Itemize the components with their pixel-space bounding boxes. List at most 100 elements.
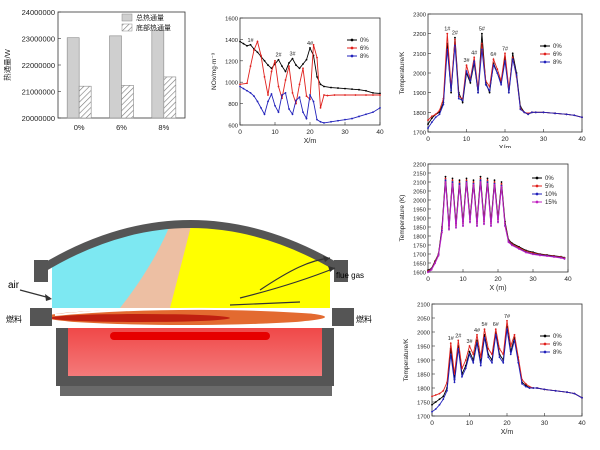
data-point bbox=[444, 181, 447, 183]
y-tick-label: 600 bbox=[228, 124, 238, 130]
y-tick-label: 1600 bbox=[413, 271, 426, 277]
series-line bbox=[239, 41, 381, 94]
legend-label: 6% bbox=[553, 342, 562, 348]
data-point bbox=[560, 257, 562, 259]
data-point bbox=[472, 183, 475, 186]
data-point bbox=[521, 382, 523, 385]
nox-line-chart: 0 10 20 30 40 600 800 1000 1200 1400 1600 X/m NOx/mg… bbox=[211, 17, 384, 146]
data-point bbox=[479, 179, 482, 182]
data-point bbox=[518, 248, 520, 250]
data-point bbox=[496, 72, 499, 74]
data-point bbox=[427, 119, 429, 122]
data-point bbox=[458, 184, 461, 187]
x-tick-label: 0 bbox=[430, 420, 434, 427]
data-point bbox=[246, 44, 248, 47]
y-axis-label: NOx/mg·m⁻³ bbox=[211, 52, 218, 90]
data-point bbox=[441, 231, 443, 234]
data-point bbox=[581, 396, 583, 399]
data-point bbox=[528, 387, 531, 389]
data-point bbox=[468, 345, 471, 347]
gas-arrow-head-2 bbox=[328, 266, 335, 272]
fuel-label-right: 燃料 bbox=[356, 314, 372, 324]
data-point bbox=[444, 177, 447, 180]
y-tick-label: 2050 bbox=[413, 190, 426, 196]
data-point bbox=[491, 361, 493, 364]
data-point bbox=[454, 44, 456, 47]
data-point bbox=[458, 181, 461, 183]
legend-marker bbox=[543, 60, 547, 64]
legend-label: 15% bbox=[545, 200, 558, 206]
data-point bbox=[444, 175, 447, 178]
data-point bbox=[465, 177, 468, 180]
legend-label: 底部热通量 bbox=[136, 23, 171, 32]
data-point bbox=[513, 339, 516, 342]
temperature-bottom-line-chart: 0 10 20 30 40 1700 1750 1800 1850 1900 1950 2000 205… bbox=[403, 303, 586, 437]
x-tick-label: 40 bbox=[376, 129, 384, 136]
peak-annotation: 2# bbox=[452, 31, 459, 37]
data-point bbox=[333, 94, 336, 96]
bar bbox=[109, 35, 122, 119]
data-point bbox=[543, 388, 546, 391]
data-point bbox=[302, 63, 304, 65]
y-tick-label: 1850 bbox=[413, 226, 426, 232]
data-point bbox=[509, 353, 512, 356]
temperature-top-line-chart: 0 10 20 30 40 1700 1800 1900 2000 2100 2200 2300 X/m… bbox=[399, 13, 586, 149]
data-point bbox=[546, 255, 548, 258]
y-tick-label: 1900 bbox=[413, 91, 426, 97]
data-point bbox=[461, 375, 463, 378]
peak-annotation: 3# bbox=[463, 58, 470, 64]
data-point bbox=[483, 328, 486, 331]
x-tick-label: 30 bbox=[540, 136, 548, 143]
data-point bbox=[500, 83, 503, 86]
data-point bbox=[461, 99, 464, 102]
bar bbox=[151, 29, 165, 119]
x-tick-label: 40 bbox=[564, 276, 572, 283]
data-point bbox=[434, 394, 437, 396]
data-point bbox=[288, 62, 290, 64]
data-point bbox=[491, 353, 493, 356]
data-point bbox=[487, 356, 490, 359]
data-point bbox=[500, 181, 503, 183]
data-point bbox=[291, 113, 294, 116]
x-tick-label: 8% bbox=[158, 123, 169, 132]
data-point bbox=[442, 395, 445, 398]
data-point bbox=[513, 333, 516, 336]
y-tick-label: 22000000 bbox=[22, 61, 55, 70]
data-point bbox=[532, 253, 534, 256]
data-point bbox=[281, 94, 283, 96]
data-point bbox=[473, 60, 476, 63]
legend-label: 6% bbox=[360, 46, 369, 52]
data-point bbox=[365, 94, 367, 96]
temperature-middle-line-chart: 0 10 20 30 40 1600 1650 1700 1750 1800 1850 1900 195… bbox=[399, 163, 572, 293]
data-point bbox=[515, 74, 518, 76]
data-point bbox=[434, 262, 436, 265]
data-point bbox=[472, 179, 475, 182]
data-point bbox=[281, 65, 283, 68]
data-point bbox=[493, 183, 496, 186]
y-axis-label: Temperature (K) bbox=[399, 195, 406, 242]
data-point bbox=[379, 106, 381, 109]
data-point bbox=[565, 113, 568, 116]
data-point bbox=[302, 67, 304, 70]
data-point bbox=[500, 185, 503, 188]
data-point bbox=[524, 385, 527, 388]
legend-label: 0% bbox=[360, 38, 369, 44]
data-point bbox=[263, 113, 266, 116]
x-tick-label: 0 bbox=[238, 129, 242, 136]
data-point bbox=[295, 99, 297, 102]
data-point bbox=[358, 115, 360, 118]
peak-annotation: 4# bbox=[307, 41, 314, 47]
data-point bbox=[246, 89, 248, 92]
data-point bbox=[284, 70, 287, 73]
data-point bbox=[462, 225, 464, 227]
data-point bbox=[267, 64, 269, 66]
data-point bbox=[477, 91, 479, 94]
data-point bbox=[469, 221, 471, 224]
data-point bbox=[472, 353, 475, 356]
left-crown-support bbox=[34, 260, 48, 282]
data-point bbox=[379, 94, 381, 96]
data-point bbox=[511, 244, 513, 247]
y-tick-label: 24000000 bbox=[22, 8, 55, 17]
y-tick-label: 1700 bbox=[417, 415, 430, 421]
x-tick-label: 40 bbox=[578, 136, 586, 143]
